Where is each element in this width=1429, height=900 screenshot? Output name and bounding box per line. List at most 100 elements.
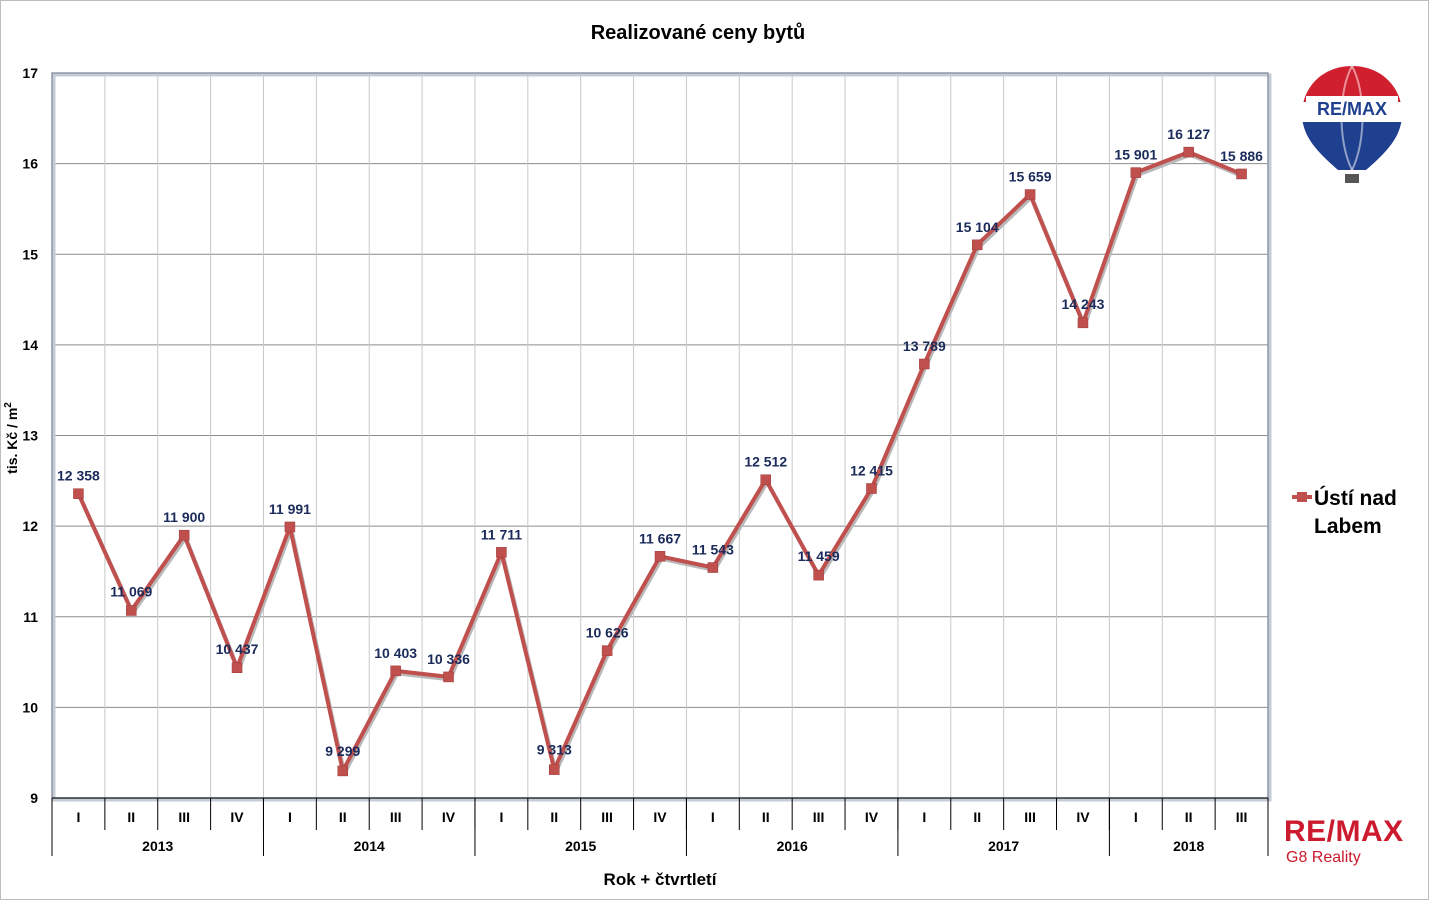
- x-tick-label-quarter: III: [601, 809, 613, 825]
- chart-title: Realizované ceny bytů: [591, 22, 806, 44]
- balloon-logo-text: RE/MAX: [1317, 99, 1387, 119]
- data-point-marker: [231, 662, 243, 674]
- data-label: 12 358: [57, 468, 100, 484]
- y-tick-label: 12: [22, 518, 38, 534]
- data-label: 15 104: [956, 219, 999, 235]
- x-tick-label-quarter: I: [922, 809, 926, 825]
- x-tick-label-year: 2014: [354, 838, 385, 854]
- legend-label-line2: Labem: [1314, 515, 1382, 538]
- logo-subtitle: G8 Reality: [1286, 849, 1361, 866]
- x-tick-label-quarter: III: [813, 809, 825, 825]
- legend-marker: [1297, 492, 1307, 502]
- data-point-marker: [443, 671, 454, 683]
- x-tick-label-year: 2015: [565, 838, 596, 854]
- data-label: 15 886: [1220, 148, 1263, 164]
- x-tick-label-year: 2018: [1173, 838, 1204, 854]
- data-point-marker: [178, 529, 190, 541]
- x-tick-label-quarter: I: [288, 809, 292, 825]
- data-label: 10 437: [216, 641, 259, 657]
- data-point-marker: [337, 765, 349, 777]
- remax-logo: RE/MAX G8 Reality: [1284, 815, 1414, 875]
- data-point-marker: [760, 474, 771, 485]
- data-point-marker: [866, 483, 877, 494]
- x-tick-label-quarter: II: [127, 809, 135, 825]
- data-point-marker: [1183, 146, 1194, 158]
- x-tick-label-quarter: II: [339, 809, 347, 825]
- legend-label-line1: Ústí nad: [1314, 486, 1397, 510]
- x-tick-label-quarter: II: [550, 809, 558, 825]
- data-label: 11 991: [269, 501, 311, 517]
- data-point-marker: [1024, 189, 1036, 200]
- x-tick-label-quarter: III: [178, 809, 190, 825]
- data-point-marker: [73, 488, 84, 499]
- data-label: 10 336: [427, 651, 470, 667]
- data-label: 11 667: [639, 530, 681, 546]
- data-label: 10 626: [586, 625, 629, 641]
- x-tick-label-quarter: III: [1024, 809, 1036, 825]
- x-tick-label-quarter: II: [1185, 809, 1193, 825]
- legend: Ústí nad Labem: [1292, 486, 1397, 538]
- data-point-marker: [284, 521, 296, 533]
- x-tick-label-quarter: IV: [442, 809, 456, 825]
- y-axis-title-main: tis. Kč / m: [4, 408, 20, 474]
- x-tick-label-year: 2013: [142, 838, 173, 854]
- data-label: 16 127: [1167, 126, 1210, 142]
- data-point-marker: [601, 645, 613, 656]
- data-point-marker: [496, 547, 507, 558]
- x-tick-label-quarter: I: [711, 809, 715, 825]
- data-label: 13 789: [903, 338, 946, 354]
- data-point-marker: [971, 239, 983, 251]
- y-tick-label: 16: [22, 156, 38, 172]
- x-tick-label-quarter: III: [390, 809, 402, 825]
- y-axis-title-superscript: 2: [3, 402, 14, 408]
- x-tick-label-year: 2016: [777, 838, 808, 854]
- remax-balloon-icon: RE/MAX: [1302, 66, 1402, 183]
- x-tick-label-quarter: I: [76, 809, 80, 825]
- logo-name: RE/MAX: [1284, 815, 1404, 848]
- y-tick-label: 11: [23, 609, 38, 625]
- x-tick-label-quarter: IV: [230, 809, 244, 825]
- x-tick-label-year: 2017: [988, 838, 1019, 854]
- x-tick-label-quarter: III: [1236, 809, 1248, 825]
- x-tick-label-quarter: II: [762, 809, 770, 825]
- data-point-marker: [1077, 317, 1089, 329]
- data-point-marker: [549, 764, 560, 775]
- plot-border-shadow: [52, 73, 1272, 802]
- x-tick-label-quarter: II: [973, 809, 981, 825]
- y-tick-label: 10: [22, 699, 38, 715]
- y-tick-label: 15: [22, 246, 38, 262]
- data-label: 9 299: [325, 743, 360, 759]
- data-point-marker: [1236, 168, 1247, 180]
- data-label: 15 901: [1114, 147, 1157, 163]
- x-tick-label-quarter: I: [499, 809, 503, 825]
- data-point-marker: [919, 358, 930, 370]
- y-axis-title: tis. Kč / m2: [3, 402, 20, 474]
- data-label: 15 659: [1009, 169, 1052, 185]
- y-tick-label: 14: [22, 337, 38, 353]
- y-tick-label: 13: [22, 428, 38, 444]
- x-tick-label-quarter: IV: [865, 809, 879, 825]
- x-tick-label-quarter: I: [1134, 809, 1138, 825]
- data-label: 10 403: [374, 645, 417, 661]
- data-point-marker: [126, 605, 137, 616]
- data-point-marker: [390, 665, 401, 677]
- data-label: 12 512: [744, 454, 787, 470]
- data-label: 11 711: [481, 526, 522, 542]
- data-label: 11 459: [798, 548, 840, 564]
- x-axis-title: Rok + čtvrtletí: [604, 870, 718, 889]
- x-tick-label-quarter: IV: [653, 809, 667, 825]
- data-label: 14 243: [1062, 296, 1105, 312]
- data-label: 11 543: [692, 542, 734, 558]
- data-point-marker: [654, 551, 666, 562]
- y-tick-label: 9: [30, 790, 38, 806]
- data-label: 12 415: [850, 463, 893, 479]
- data-point-marker: [707, 562, 719, 573]
- data-point-marker: [1130, 167, 1142, 178]
- x-tick-label-quarter: IV: [1076, 809, 1090, 825]
- data-point-marker: [813, 569, 824, 581]
- data-label: 11 900: [163, 509, 205, 525]
- y-tick-label: 17: [22, 65, 38, 81]
- data-label: 11 069: [110, 583, 152, 599]
